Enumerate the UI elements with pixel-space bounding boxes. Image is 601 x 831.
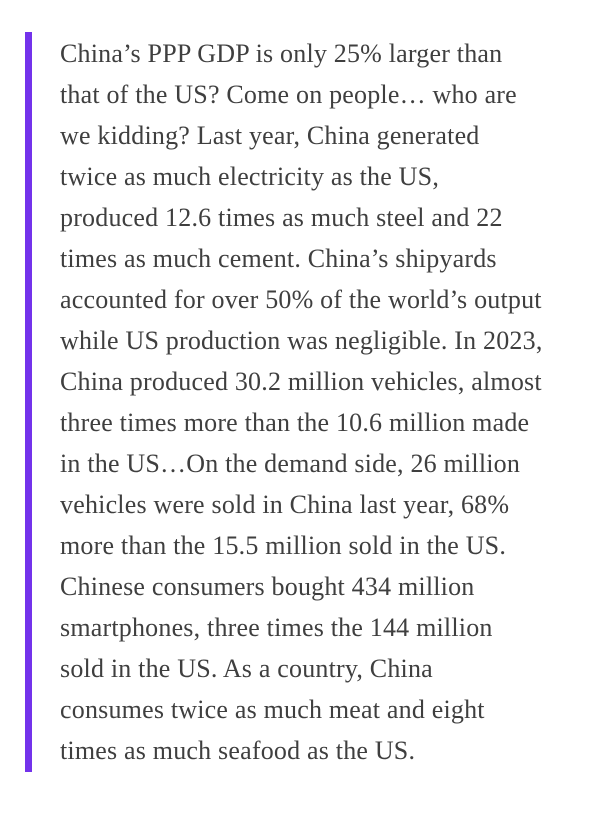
quote-line: Chinese consumers bought 434 million [60,572,475,601]
quote-line: we kidding? Last year, China generated [60,121,480,150]
quote-line: times as much seafood as the US. [60,736,416,765]
quote-line: accounted for over 50% of the world’s ou… [60,285,542,314]
quote-line: more than the 15.5 million sold in the U… [60,531,507,560]
quote-line: three times more than the 10.6 million m… [60,408,530,437]
quote-line: produced 12.6 times as much steel and 22 [60,203,503,232]
quote-text: China’s PPP GDP is only 25% larger than t… [60,33,601,771]
quote-line: in the US…On the demand side, 26 million [60,449,521,478]
quote-line: vehicles were sold in China last year, 6… [60,490,510,519]
quote-line: sold in the US. As a country, China [60,654,433,683]
quote-line: times as much cement. China’s shipyards [60,244,497,273]
quote-line: while US production was negligible. In 2… [60,326,543,355]
quote-line: China’s PPP GDP is only 25% larger than [60,39,503,68]
quote-line: twice as much electricity as the US, [60,162,440,191]
quote-line: China produced 30.2 million vehicles, al… [60,367,542,396]
pull-quote: China’s PPP GDP is only 25% larger than t… [25,32,601,772]
quote-line: that of the US? Come on people… who are [60,80,517,109]
quote-accent-bar: China’s PPP GDP is only 25% larger than t… [25,32,601,772]
quote-line: smartphones, three times the 144 million [60,613,493,642]
quote-line: consumes twice as much meat and eight [60,695,485,724]
